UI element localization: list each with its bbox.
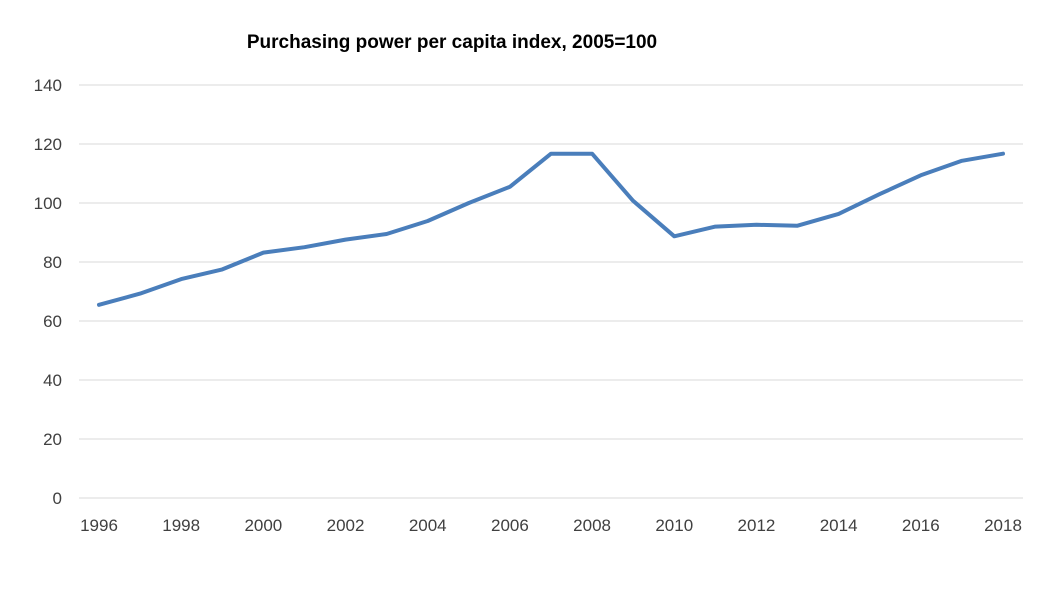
- y-tick-label: 60: [43, 312, 62, 331]
- y-tick-label: 120: [34, 135, 62, 154]
- y-tick-label: 20: [43, 430, 62, 449]
- x-tick-label: 2018: [984, 516, 1022, 535]
- x-tick-label: 2002: [327, 516, 365, 535]
- y-tick-label: 40: [43, 371, 62, 390]
- x-tick-label: 2012: [738, 516, 776, 535]
- x-tick-label: 1996: [80, 516, 118, 535]
- series-layer: [97, 151, 1005, 307]
- gridlines: [79, 84, 1023, 499]
- x-tick-label: 2008: [573, 516, 611, 535]
- x-axis-tick-labels: 1996 1998 2000 2002 2004 2006 2008 2010 2012 2014…: [80, 516, 1022, 535]
- y-tick-label: 100: [34, 194, 62, 213]
- y-tick-label: 80: [43, 253, 62, 272]
- x-tick-label: 2016: [902, 516, 940, 535]
- y-tick-label: 0: [53, 489, 62, 508]
- x-tick-label: 2014: [820, 516, 858, 535]
- y-tick-label: 140: [34, 76, 62, 95]
- x-tick-label: 2006: [491, 516, 529, 535]
- x-tick-label: 1998: [162, 516, 200, 535]
- x-tick-label: 2004: [409, 516, 447, 535]
- x-tick-label: 2000: [244, 516, 282, 535]
- y-axis-tick-labels: 0 20 40 60 80 100 120 140: [34, 76, 62, 508]
- series-line-0: [97, 151, 1005, 307]
- chart-title: Purchasing power per capita index, 2005=…: [247, 32, 657, 53]
- x-tick-label: 2010: [655, 516, 693, 535]
